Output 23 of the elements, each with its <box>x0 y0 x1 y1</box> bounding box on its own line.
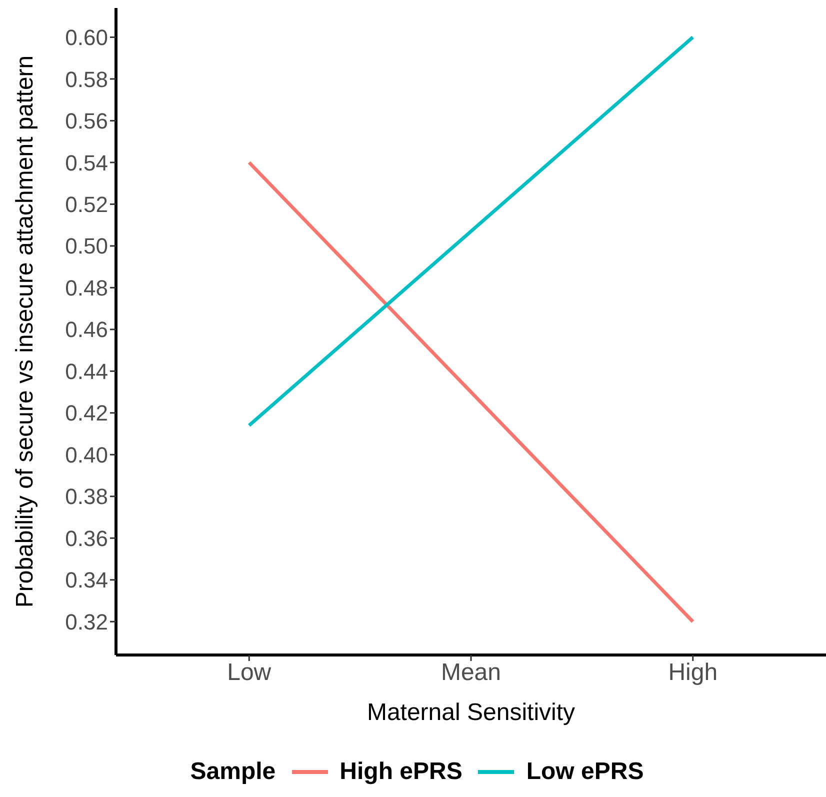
y-tick-label: 0.38 <box>65 484 108 510</box>
y-axis-title: Probability of secure vs insecure attachment pattern <box>12 55 39 608</box>
y-tick-label: 0.44 <box>65 358 108 384</box>
y-tick-label: 0.54 <box>65 150 108 176</box>
y-tick-label: 0.56 <box>65 108 108 134</box>
y-tick-label: 0.34 <box>65 568 108 593</box>
y-tick-label: 0.46 <box>65 317 108 342</box>
y-tick-label: 0.50 <box>65 234 108 259</box>
y-tick-label: 0.36 <box>65 526 108 551</box>
y-tick-label: 0.40 <box>65 442 108 468</box>
y-tick-label: 0.42 <box>65 400 108 426</box>
legend-title: Sample <box>190 758 276 786</box>
x-axis-title: Maternal Sensitivity <box>366 699 576 726</box>
x-tick-label: Mean <box>440 659 502 686</box>
y-tick-label: 0.58 <box>65 66 108 92</box>
y-tick-label: 0.52 <box>65 192 108 217</box>
legend-label: Low ePRS <box>526 758 644 786</box>
x-tick-label: Low <box>227 659 272 686</box>
legend-label: High ePRS <box>340 758 462 786</box>
y-tick-label: 0.32 <box>65 609 108 634</box>
y-tick-label: 0.48 <box>65 275 108 300</box>
x-tick-label: High <box>668 659 718 686</box>
y-tick-label: 0.60 <box>65 25 108 50</box>
